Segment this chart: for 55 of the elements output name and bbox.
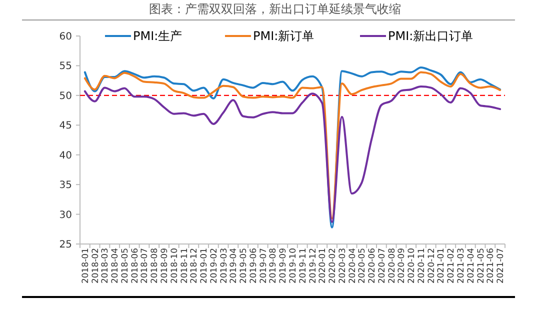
- x-tick-label: 2019-05: [239, 248, 250, 284]
- x-tick-label: 2020-07: [377, 248, 388, 284]
- x-tick-label: 2019-04: [229, 248, 240, 284]
- x-tick-label: 2021-05: [476, 248, 486, 284]
- x-tick-label: 2019-06: [248, 248, 259, 284]
- chart-title: 图表：产需双双回落，新出口订单延续景气收缩: [149, 2, 401, 16]
- y-tick-label: 50: [59, 90, 72, 102]
- y-tick-label: 35: [59, 180, 72, 192]
- x-tick-label: 2018-07: [140, 248, 150, 284]
- x-tick-label: 2021-01: [436, 248, 447, 284]
- x-tick-label: 2020-09: [397, 248, 408, 284]
- x-tick-label: 2021-02: [446, 248, 457, 284]
- x-tick-label: 2019-10: [288, 248, 298, 284]
- x-tick-label: 2021-06: [486, 248, 496, 284]
- x-tick-label: 2020-12: [426, 248, 437, 284]
- x-tick-label: 2018-02: [90, 248, 101, 284]
- x-tick-label: 2018-08: [150, 248, 160, 284]
- x-tick-label: 2020-01: [318, 248, 328, 284]
- y-tick-label: 60: [59, 32, 72, 42]
- x-tick-label: 2018-06: [130, 248, 140, 284]
- legend-label: PMI:新出口订单: [388, 29, 474, 44]
- x-tick-label: 2019-09: [278, 248, 289, 284]
- x-tick-label: 2021-03: [456, 248, 466, 284]
- y-tick-label: 45: [59, 120, 72, 132]
- x-tick-label: 2018-09: [160, 248, 170, 284]
- x-tick-label: 2018-11: [180, 248, 190, 284]
- x-tick-label: 2020-10: [407, 248, 418, 284]
- y-tick-label: 55: [59, 61, 72, 72]
- x-tick-label: 2018-05: [120, 248, 130, 284]
- x-tick-label: 2020-05: [358, 248, 368, 284]
- y-tick-label: 40: [59, 150, 72, 162]
- x-tick-label: 2018-10: [170, 248, 180, 284]
- x-tick-label: 2020-08: [387, 248, 398, 284]
- x-tick-label: 2020-06: [368, 248, 378, 284]
- x-tick-label: 2020-11: [416, 248, 427, 284]
- x-tick-label: 2021-07: [496, 248, 506, 284]
- x-tick-label: 2018-03: [100, 248, 111, 284]
- x-tick-label: 2020-04: [348, 248, 358, 284]
- x-tick-label: 2019-07: [258, 248, 269, 284]
- x-tick-label: 2019-01: [200, 248, 210, 284]
- x-tick-label: 2018-12: [190, 248, 200, 284]
- x-tick-label: 2020-02: [328, 248, 338, 284]
- x-tick-label: 2021-04: [466, 248, 476, 284]
- x-tick-label: 2019-03: [219, 248, 230, 284]
- x-tick-label: 2018-04: [110, 248, 121, 284]
- y-tick-label: 30: [59, 210, 72, 221]
- y-tick-label: 25: [59, 240, 72, 250]
- legend-label: PMI:新订单: [253, 29, 314, 44]
- x-tick-label: 2019-11: [298, 248, 308, 284]
- legend-label: PMI:生产: [133, 29, 182, 44]
- x-tick-label: 2019-08: [268, 248, 279, 284]
- x-tick-label: 2019-02: [209, 248, 220, 284]
- x-tick-label: 2019-12: [308, 248, 318, 284]
- x-tick-label: 2020-03: [338, 248, 348, 284]
- x-tick-label: 2018-01: [80, 248, 91, 284]
